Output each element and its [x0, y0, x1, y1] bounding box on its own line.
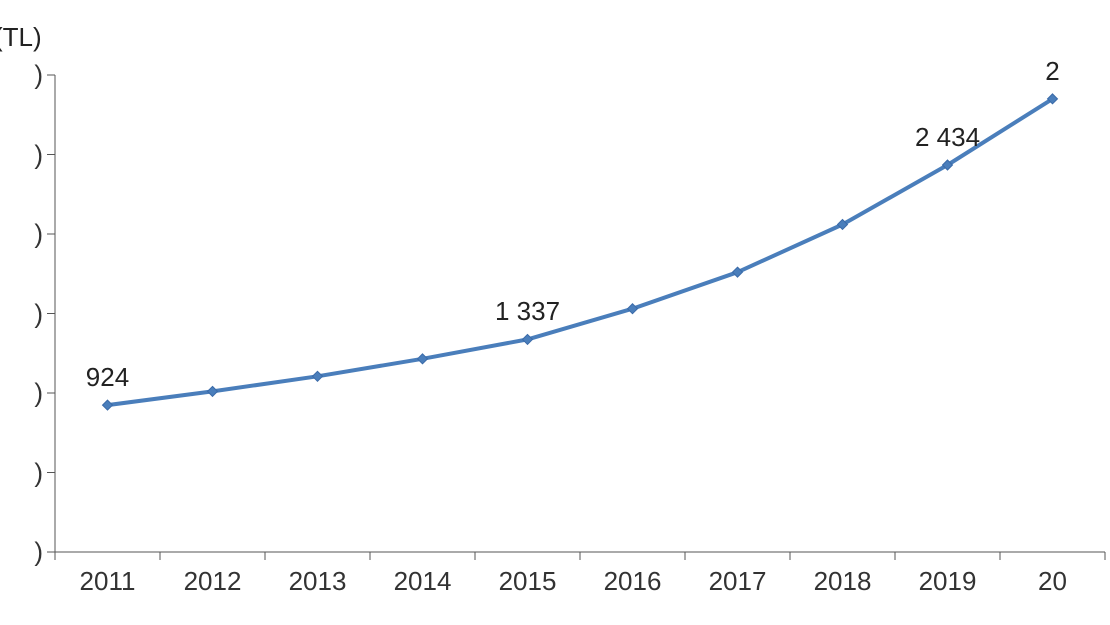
x-tick-label: 2018: [814, 566, 872, 597]
data-point-marker: [103, 400, 113, 410]
y-tick-label: ): [0, 378, 43, 409]
x-tick-label: 2015: [499, 566, 557, 597]
data-point-label: 1 337: [495, 296, 560, 327]
data-point-label: 924: [86, 362, 129, 393]
y-axis-title: (TL): [0, 22, 42, 53]
y-tick-label: ): [0, 537, 43, 568]
y-tick-label: ): [0, 298, 43, 329]
data-point-label: 2 434: [915, 122, 980, 153]
data-point-label: 2: [1045, 56, 1059, 87]
x-tick-label: 2019: [919, 566, 977, 597]
data-point-marker: [418, 354, 428, 364]
x-tick-label: 2012: [184, 566, 242, 597]
data-point-marker: [628, 304, 638, 314]
y-tick-label: ): [0, 60, 43, 91]
data-point-marker: [208, 386, 218, 396]
line-chart: (TL) ))))))) 2011 2012 2013 2014 2015 2016 2017…: [0, 0, 1110, 625]
y-tick-label: ): [0, 457, 43, 488]
x-tick-label: 2013: [289, 566, 347, 597]
y-tick-label: ): [0, 219, 43, 250]
x-tick-label: 2017: [709, 566, 767, 597]
data-point-marker: [313, 371, 323, 381]
y-tick-label: ): [0, 139, 43, 170]
x-tick-label: 2011: [80, 566, 136, 597]
x-tick-label: 2016: [604, 566, 662, 597]
x-tick-label: 20: [1038, 566, 1067, 597]
x-tick-label: 2014: [394, 566, 452, 597]
data-point-marker: [523, 334, 533, 344]
